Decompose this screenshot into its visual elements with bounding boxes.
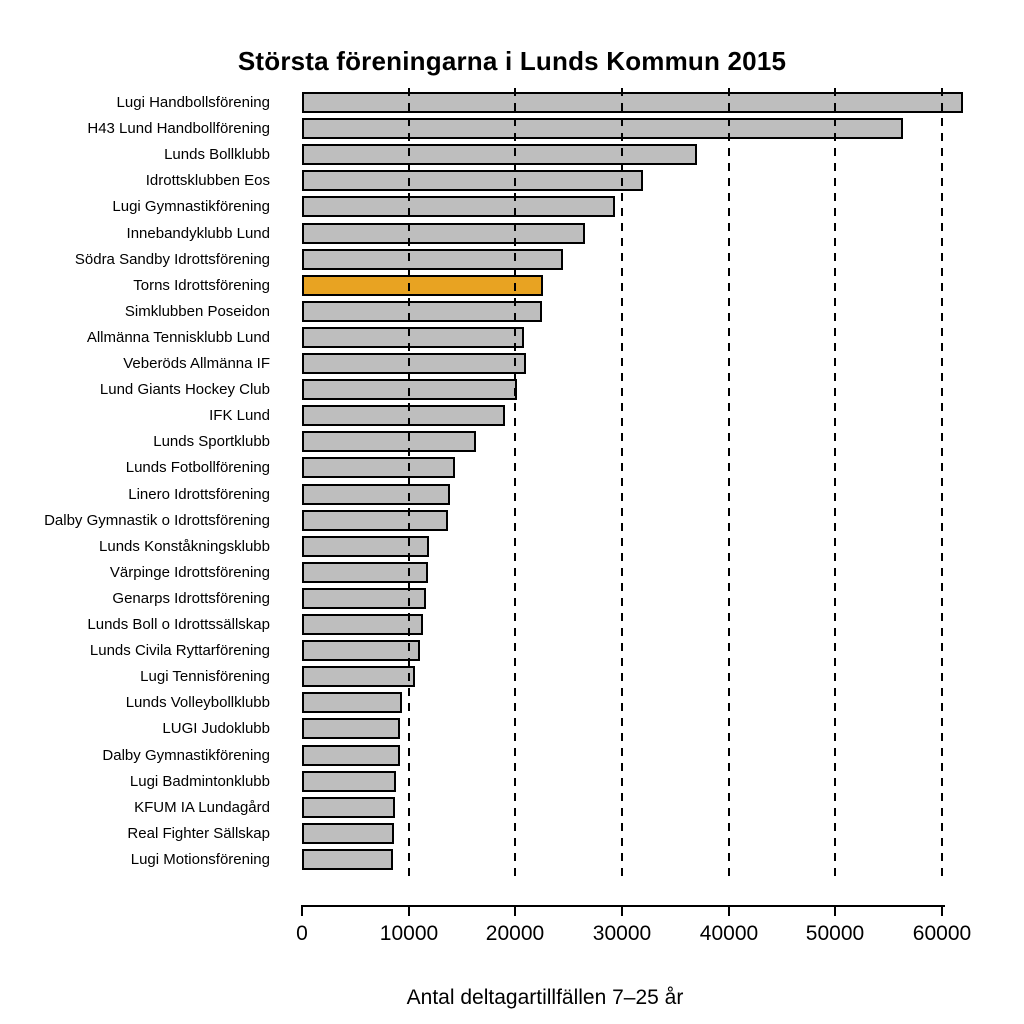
x-axis-tick-label: 40000 [699, 922, 759, 945]
bar [302, 823, 394, 844]
y-axis-label: IFK Lund [209, 407, 270, 424]
bar [302, 405, 505, 426]
y-axis-label: Veberöds Allmänna IF [123, 355, 270, 372]
x-axis-tick [301, 905, 303, 916]
y-axis-label: Lugi Tennisförening [140, 668, 270, 685]
x-axis-tick [408, 905, 410, 916]
x-axis-tick [514, 905, 516, 916]
y-axis-label: Lunds Volleybollklubb [125, 694, 270, 711]
bar [302, 771, 396, 792]
bar [302, 562, 428, 583]
bar [302, 144, 697, 165]
x-axis-tick-label: 60000 [912, 922, 972, 945]
bar [302, 249, 563, 270]
gridline [514, 88, 516, 878]
y-axis-label: H43 Lund Handbollförening [87, 120, 270, 137]
y-axis-label: Idrottsklubben Eos [145, 172, 270, 189]
bar [302, 718, 400, 739]
y-axis-label: Lunds Boll o Idrottssällskap [87, 616, 270, 633]
y-axis-label: Värpinge Idrottsförening [109, 564, 270, 581]
x-axis-tick-label: 10000 [379, 922, 439, 945]
bar [302, 692, 402, 713]
gridline [408, 88, 410, 878]
y-axis-label: Real Fighter Sällskap [127, 825, 270, 842]
bar [302, 797, 395, 818]
gridline [941, 88, 943, 878]
y-axis-label: Lugi Badmintonklubb [129, 773, 270, 790]
bar [302, 223, 585, 244]
bar [302, 640, 420, 661]
chart-title: Största föreningarna i Lunds Kommun 2015 [237, 46, 787, 76]
y-axis-label: Torns Idrottsförening [133, 277, 270, 294]
y-axis-label: Simklubben Poseidon [124, 303, 270, 320]
bar [302, 510, 448, 531]
bar [302, 301, 542, 322]
y-axis-label: Dalby Gymnastik o Idrottsförening [44, 512, 270, 529]
bar [302, 614, 423, 635]
y-axis-label: Dalby Gymnastikförening [102, 747, 270, 764]
y-axis-label: Lunds Fotbollförening [125, 459, 270, 476]
gridline [621, 88, 623, 878]
y-axis-label: Linero Idrottsförening [128, 486, 270, 503]
y-axis-label: LUGI Judoklubb [162, 720, 270, 737]
bar [302, 588, 426, 609]
x-axis-line [301, 905, 945, 907]
y-axis-label: Lugi Handbollsförening [116, 94, 270, 111]
x-axis-title: Antal deltagartillfällen 7–25 år [406, 986, 684, 1009]
y-axis-label: Innebandyklubb Lund [126, 225, 270, 242]
y-axis-label: Lugi Motionsförening [130, 851, 270, 868]
bar [302, 536, 429, 557]
y-axis-label: Södra Sandby Idrottsförening [74, 251, 270, 268]
bar [302, 170, 643, 191]
y-axis-label: Lugi Gymnastikförening [112, 198, 270, 215]
bar [302, 431, 476, 452]
x-axis-tick-label: 20000 [485, 922, 545, 945]
x-axis-tick-label: 50000 [805, 922, 865, 945]
x-axis-tick [621, 905, 623, 916]
x-axis-tick [834, 905, 836, 916]
bar [302, 92, 963, 113]
y-axis-label: Lunds Sportklubb [153, 433, 270, 450]
y-axis-label: Genarps Idrottsförening [112, 590, 270, 607]
x-axis-tick [941, 905, 943, 916]
y-axis-label: KFUM IA Lundagård [134, 799, 270, 816]
bar [302, 353, 526, 374]
y-axis-label: Lunds Civila Ryttarförening [89, 642, 270, 659]
bar [302, 745, 400, 766]
bar [302, 484, 450, 505]
bar [302, 196, 615, 217]
y-axis-label: Allmänna Tennisklubb Lund [86, 329, 270, 346]
x-axis-tick-label: 0 [296, 922, 308, 945]
x-axis-tick [728, 905, 730, 916]
gridline [834, 88, 836, 878]
y-axis-label: Lund Giants Hockey Club [99, 381, 270, 398]
x-axis-tick-label: 30000 [592, 922, 652, 945]
bar [302, 457, 455, 478]
y-axis-label: Lunds Konståkningsklubb [99, 538, 270, 555]
gridline [728, 88, 730, 878]
bar [302, 327, 524, 348]
bar [302, 666, 415, 687]
bar-highlighted [302, 275, 543, 296]
y-axis-label: Lunds Bollklubb [164, 146, 270, 163]
bar [302, 118, 903, 139]
bar [302, 849, 393, 870]
